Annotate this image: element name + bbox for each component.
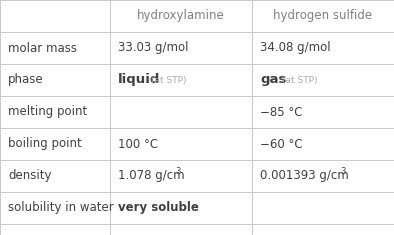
Text: melting point: melting point bbox=[8, 106, 87, 118]
Text: gas: gas bbox=[260, 74, 286, 86]
Text: −60 °C: −60 °C bbox=[260, 137, 303, 150]
Text: −85 °C: −85 °C bbox=[260, 106, 303, 118]
Text: (at STP): (at STP) bbox=[151, 75, 186, 85]
Text: solubility in water: solubility in water bbox=[8, 201, 114, 215]
Text: very soluble: very soluble bbox=[118, 201, 199, 215]
Text: hydrogen sulfide: hydrogen sulfide bbox=[273, 9, 373, 23]
Text: liquid: liquid bbox=[118, 74, 160, 86]
Text: boiling point: boiling point bbox=[8, 137, 82, 150]
Text: 33.03 g/mol: 33.03 g/mol bbox=[118, 42, 188, 55]
Text: phase: phase bbox=[8, 74, 44, 86]
Text: 1.078 g/cm: 1.078 g/cm bbox=[118, 169, 185, 183]
Text: (at STP): (at STP) bbox=[282, 75, 318, 85]
Text: density: density bbox=[8, 169, 52, 183]
Text: 100 °C: 100 °C bbox=[118, 137, 158, 150]
Text: hydroxylamine: hydroxylamine bbox=[137, 9, 225, 23]
Text: 3: 3 bbox=[175, 167, 180, 176]
Text: molar mass: molar mass bbox=[8, 42, 77, 55]
Text: 34.08 g/mol: 34.08 g/mol bbox=[260, 42, 331, 55]
Text: 3: 3 bbox=[340, 167, 346, 176]
Text: 0.001393 g/cm: 0.001393 g/cm bbox=[260, 169, 349, 183]
